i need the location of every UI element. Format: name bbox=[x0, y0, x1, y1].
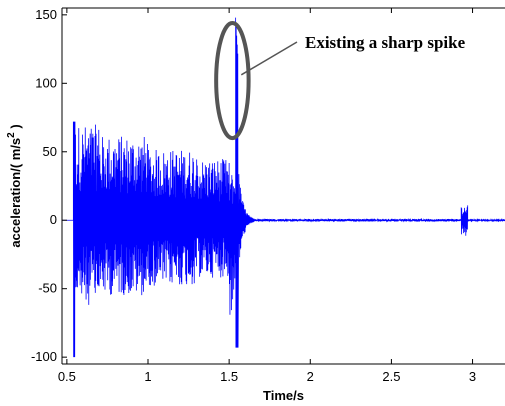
y-axis-title: acceleration/( m/s2 ) bbox=[6, 124, 23, 247]
y-axis-title-superscript: 2 bbox=[6, 132, 17, 138]
axes-frame bbox=[61, 7, 505, 365]
y-axis-title-main: acceleration/( m/s bbox=[8, 138, 23, 248]
annotation-text: Existing a sharp spike bbox=[305, 33, 466, 52]
y-tick-label: 150 bbox=[35, 7, 57, 22]
x-tick-label: 3 bbox=[469, 369, 476, 384]
spike-annotation: Existing a sharp spike bbox=[214, 21, 466, 141]
y-tick-label: 100 bbox=[35, 75, 57, 90]
x-tick-label: 1.5 bbox=[220, 369, 238, 384]
axis-ticks: 0.5 1 1.5 2 2.5 3 -100 -50 0 50 100 150 bbox=[31, 7, 476, 384]
y-axis-title-close: ) bbox=[8, 124, 23, 132]
annotation-callout-line bbox=[240, 41, 298, 76]
x-tick-label: 2 bbox=[307, 369, 314, 384]
x-tick-label: 2.5 bbox=[382, 369, 400, 384]
acceleration-signal bbox=[62, 17, 505, 358]
spike-ellipse bbox=[214, 21, 251, 141]
x-axis-title: Time/s bbox=[263, 388, 304, 403]
x-tick-label: 1 bbox=[144, 369, 151, 384]
y-tick-label: -100 bbox=[31, 349, 57, 364]
x-tick-label: 0.5 bbox=[58, 369, 76, 384]
y-tick-label: 50 bbox=[43, 144, 57, 159]
y-tick-label: -50 bbox=[38, 281, 57, 296]
y-tick-label: 0 bbox=[50, 212, 57, 227]
